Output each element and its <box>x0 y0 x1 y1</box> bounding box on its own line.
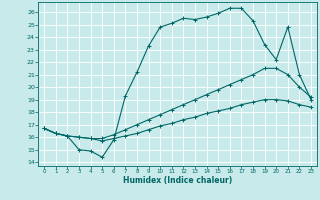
X-axis label: Humidex (Indice chaleur): Humidex (Indice chaleur) <box>123 176 232 185</box>
